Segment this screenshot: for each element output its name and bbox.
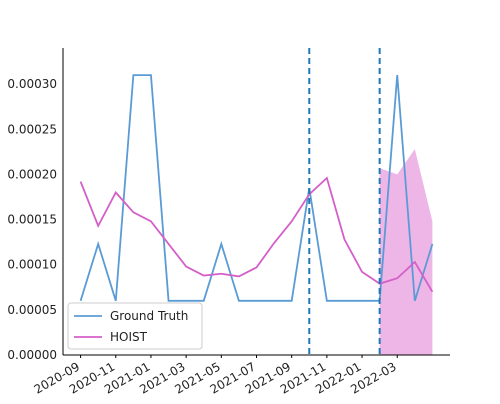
legend-label: Ground Truth [110, 309, 188, 323]
legend-label: HOIST [110, 330, 148, 344]
y-tick-label: 0.00020 [7, 167, 57, 181]
y-tick-label: 0.00010 [7, 258, 57, 272]
y-tick-label: 0.00030 [7, 77, 57, 91]
y-tick-label: 0.00025 [7, 122, 57, 136]
y-tick-label: 0.00005 [7, 303, 57, 317]
series-line [79, 74, 434, 302]
y-tick-label: 0.00000 [7, 348, 57, 362]
forecast-band [379, 149, 433, 355]
series-line [79, 176, 434, 293]
y-tick-label: 0.00015 [7, 213, 57, 227]
